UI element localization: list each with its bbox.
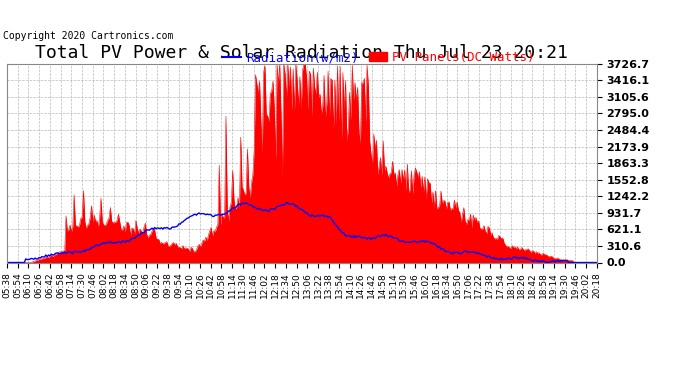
Text: Copyright 2020 Cartronics.com: Copyright 2020 Cartronics.com <box>3 32 174 41</box>
Title: Total PV Power & Solar Radiation Thu Jul 23 20:21: Total PV Power & Solar Radiation Thu Jul… <box>35 44 569 62</box>
Legend: Radiation(w/m2), PV Panels(DC Watts): Radiation(w/m2), PV Panels(DC Watts) <box>217 46 540 69</box>
